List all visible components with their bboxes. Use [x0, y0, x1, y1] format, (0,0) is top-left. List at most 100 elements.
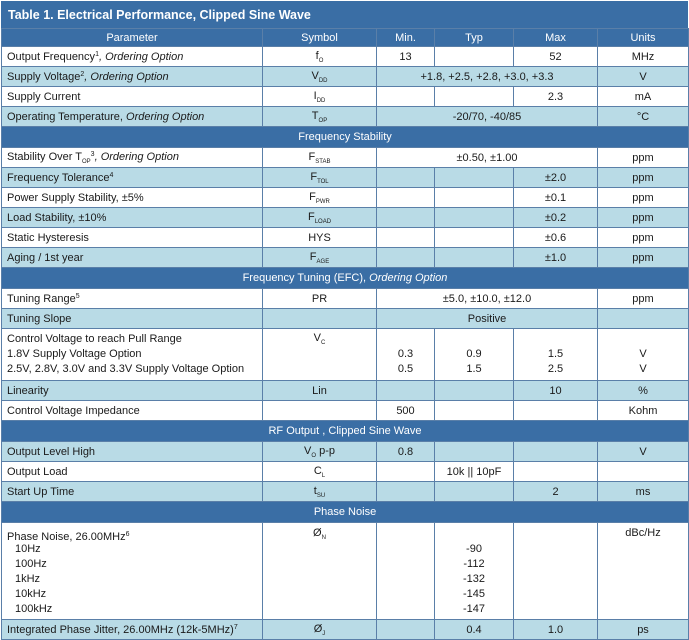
units-cell [597, 308, 689, 329]
max-cell [513, 461, 598, 482]
table-row: Phase Noise, 26.00MHz6 10Hz 100Hz 1kHz 1… [1, 522, 689, 620]
units-cell: ppm [597, 227, 689, 248]
max-cell: ±0.6 [513, 227, 598, 248]
typ-cell [434, 86, 514, 107]
table-row: Operating Temperature, Ordering Option T… [1, 106, 689, 127]
typ-cell [434, 441, 514, 462]
typ-cell [434, 187, 514, 208]
min-cell [376, 187, 435, 208]
min-cell: 500 [376, 400, 435, 421]
table-row: Integrated Phase Jitter, 26.00MHz (12k-5… [1, 619, 689, 640]
symbol-cell: VO p-p [262, 441, 377, 462]
param-cell: Tuning Slope [1, 308, 263, 329]
header-min: Min. [376, 28, 435, 47]
units-cell: °C [597, 106, 689, 127]
min-cell [376, 207, 435, 228]
table-row: Supply Current IDD 2.3 mA [1, 86, 689, 107]
section-header-rf-output: RF Output , Clipped Sine Wave [1, 420, 689, 442]
symbol-cell: VC [262, 328, 377, 381]
param-cell: Supply Voltage2, Ordering Option [1, 66, 263, 87]
max-cell: ±0.1 [513, 187, 598, 208]
min-cell [376, 227, 435, 248]
section-header-frequency-stability: Frequency Stability [1, 126, 689, 148]
min-cell: 0.8 [376, 441, 435, 462]
min-cell [376, 522, 435, 620]
param-cell: Output Level High [1, 441, 263, 462]
typ-cell [434, 227, 514, 248]
param-cell: Integrated Phase Jitter, 26.00MHz (12k-5… [1, 619, 263, 640]
symbol-cell: VDD [262, 66, 377, 87]
min-cell [376, 380, 435, 401]
spec-table: Parameter Symbol Min. Typ Max Units Outp… [1, 28, 689, 640]
section-header-phase-noise: Phase Noise [1, 501, 689, 523]
symbol-cell [262, 400, 377, 421]
typ-cell [434, 481, 514, 502]
units-cell: ms [597, 481, 689, 502]
param-cell: Aging / 1st year [1, 247, 263, 268]
units-cell: mA [597, 86, 689, 107]
symbol-cell: fO [262, 46, 377, 67]
units-cell: % [597, 380, 689, 401]
param-cell: Start Up Time [1, 481, 263, 502]
typ-cell: 10k || 10pF [434, 461, 514, 482]
table-row: Start Up Time tSU 2 ms [1, 481, 689, 502]
max-cell [513, 441, 598, 462]
units-cell: Kohm [597, 400, 689, 421]
units-cell: ppm [597, 207, 689, 228]
symbol-cell: ØN [262, 522, 377, 620]
symbol-cell: CL [262, 461, 377, 482]
symbol-cell [262, 308, 377, 329]
symbol-cell: FSTAB [262, 147, 377, 168]
header-parameter: Parameter [1, 28, 263, 47]
span-value-cell: -20/70, -40/85 [376, 106, 598, 127]
table-row: Control Voltage Impedance 500 Kohm [1, 400, 689, 421]
units-cell [597, 461, 689, 482]
param-cell: Control Voltage Impedance [1, 400, 263, 421]
symbol-cell: tSU [262, 481, 377, 502]
units-cell: ppm [597, 187, 689, 208]
table-row: Output Load CL 10k || 10pF [1, 461, 689, 482]
units-cell: ppm [597, 288, 689, 309]
max-cell: 1.0 [513, 619, 598, 640]
param-cell: Static Hysteresis [1, 227, 263, 248]
typ-cell [434, 167, 514, 188]
table-row: Control Voltage to reach Pull Range 1.8V… [1, 328, 689, 381]
span-value-cell: ±5.0, ±10.0, ±12.0 [376, 288, 598, 309]
max-cell: ±2.0 [513, 167, 598, 188]
min-cell [376, 461, 435, 482]
typ-cell [434, 207, 514, 228]
symbol-cell: IDD [262, 86, 377, 107]
param-cell: Control Voltage to reach Pull Range 1.8V… [1, 328, 263, 381]
max-cell: ±0.2 [513, 207, 598, 228]
typ-cell [434, 46, 514, 67]
symbol-cell: FLOAD [262, 207, 377, 228]
min-cell [376, 167, 435, 188]
units-cell: dBc/Hz [597, 522, 689, 620]
min-cell: 0.3 0.5 [376, 328, 435, 381]
table-row: Tuning Slope Positive [1, 308, 689, 329]
units-cell: V [597, 441, 689, 462]
table-row: Frequency Tolerance4 FTOL ±2.0 ppm [1, 167, 689, 188]
param-cell: Load Stability, ±10% [1, 207, 263, 228]
max-cell: 1.5 2.5 [513, 328, 598, 381]
header-row: Parameter Symbol Min. Typ Max Units [1, 28, 689, 47]
max-cell: 52 [513, 46, 598, 67]
max-cell [513, 522, 598, 620]
table-row: Supply Voltage2, Ordering Option VDD +1.… [1, 66, 689, 87]
header-symbol: Symbol [262, 28, 377, 47]
param-cell: Frequency Tolerance4 [1, 167, 263, 188]
param-cell: Stability Over TOP3, Ordering Option [1, 147, 263, 168]
table-row: Tuning Range5 PR ±5.0, ±10.0, ±12.0 ppm [1, 288, 689, 309]
table-row: Aging / 1st year FAGE ±1.0 ppm [1, 247, 689, 268]
typ-cell: 0.9 1.5 [434, 328, 514, 381]
units-cell: ppm [597, 247, 689, 268]
span-value-cell: +1.8, +2.5, +2.8, +3.0, +3.3 [376, 66, 598, 87]
max-cell: 10 [513, 380, 598, 401]
min-cell: 13 [376, 46, 435, 67]
symbol-cell: PR [262, 288, 377, 309]
section-header-frequency-tuning: Frequency Tuning (EFC), Ordering Option [1, 267, 689, 289]
span-value-cell: Positive [376, 308, 598, 329]
param-cell: Operating Temperature, Ordering Option [1, 106, 263, 127]
max-cell: 2.3 [513, 86, 598, 107]
